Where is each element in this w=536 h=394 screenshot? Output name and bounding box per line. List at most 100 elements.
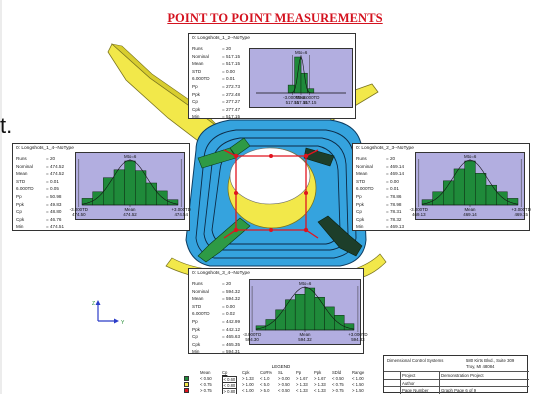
legend-header-cell: SL bbox=[278, 369, 284, 375]
histogram-x-label: +3.000TD 594.33 bbox=[348, 332, 368, 342]
stat-row: Pp = 78.86 bbox=[356, 194, 416, 202]
stat-label: Cp bbox=[192, 334, 198, 340]
stat-row: 6.000TD = 0.02 bbox=[192, 311, 252, 319]
stat-row: Min = 474.51 bbox=[16, 224, 76, 232]
stat-value: = 78.98 bbox=[386, 201, 402, 207]
stat-value: = 0.00 bbox=[222, 303, 235, 309]
stat-label: Ppk bbox=[192, 91, 200, 97]
stat-value: = 517.15 bbox=[222, 114, 241, 120]
stat-label: Ppk bbox=[192, 326, 200, 332]
legend-header-cell: Pp bbox=[296, 369, 302, 375]
histogram-bar bbox=[124, 160, 136, 206]
histogram-bar bbox=[453, 168, 465, 206]
histogram-plot bbox=[418, 159, 522, 207]
legend-cell: > 0.75 bbox=[332, 387, 344, 393]
stat-label: Mean bbox=[192, 296, 204, 302]
legend-header-cell: Ppk bbox=[314, 369, 322, 375]
stat-row: Mean = 594.32 bbox=[192, 296, 252, 304]
stat-value: = 0.05 bbox=[46, 186, 59, 192]
legend-cell: > 1.33 bbox=[242, 375, 254, 381]
stat-row: Nominal = 474.52 bbox=[16, 164, 76, 172]
stat-value: = 594.32 bbox=[222, 296, 241, 302]
stat-row: Mean = 474.52 bbox=[16, 171, 76, 179]
legend-cell: < 1.33 bbox=[296, 387, 308, 393]
stats-list: Runs = 20 Nominal = 594.32 Mean = 594.32 STD = … bbox=[192, 281, 252, 357]
stat-label: STD bbox=[356, 178, 366, 184]
stat-value: = 0.01 bbox=[386, 186, 399, 192]
stat-row: Nominal = 594.32 bbox=[192, 289, 252, 297]
stat-label: 6.000TD bbox=[192, 311, 210, 317]
histogram: Mto=6 -3.000TD 469.13 Mean 469.14 +3.000TD 469… bbox=[410, 152, 531, 220]
stat-value: = 272.48 bbox=[222, 91, 241, 97]
title-block-row-author: Author bbox=[384, 378, 529, 388]
stat-label: Mean bbox=[356, 171, 368, 177]
legend-cell: > 1.33 bbox=[314, 381, 326, 387]
stat-row: Ppk = 272.48 bbox=[192, 92, 252, 100]
histogram-bar bbox=[304, 287, 316, 331]
stat-row: 6.000TD = 0.01 bbox=[356, 186, 416, 194]
stat-value: = 469.14 bbox=[386, 171, 405, 177]
legend-header: Mean Cp Cpk CoR% SL Pp Ppk SDld Range bbox=[182, 370, 380, 376]
histogram-bar bbox=[103, 177, 115, 206]
histogram-x-label: -3.000TD 517.15 bbox=[283, 95, 302, 105]
stat-label: STD bbox=[192, 303, 202, 309]
legend-cell: > 0.80 bbox=[222, 387, 237, 394]
histogram-x-label: +3.000TD 517.15 bbox=[299, 95, 320, 105]
histogram-x-label: -3.000TD 474.50 bbox=[69, 207, 88, 217]
green-rib-top bbox=[229, 137, 251, 157]
histogram-x-label: -3.000TD 469.13 bbox=[409, 207, 428, 217]
histogram-x-label: -3.000TD 594.30 bbox=[242, 332, 262, 342]
stat-row: Cpk = 78.32 bbox=[356, 217, 416, 225]
dark-rib-bottom-right bbox=[317, 215, 363, 257]
stat-value: = 469.13 bbox=[386, 224, 405, 230]
legend-swatch bbox=[184, 388, 189, 393]
axis-y-label: Y bbox=[121, 320, 125, 326]
stat-label: Mean bbox=[16, 171, 28, 177]
stat-label: Ppk bbox=[356, 201, 364, 207]
stat-value: = 469.14 bbox=[386, 163, 405, 169]
stat-row: STD = 0.00 bbox=[356, 179, 416, 187]
histogram-x-label: Mean 594.32 bbox=[298, 332, 312, 342]
stat-value: = 0.01 bbox=[222, 76, 235, 82]
stat-value: = 277.27 bbox=[222, 99, 241, 105]
stat-value: = 594.31 bbox=[222, 349, 241, 355]
stat-value: = 442.99 bbox=[222, 318, 241, 324]
legend-cell: < 0.75 bbox=[332, 381, 344, 387]
legend-header-cell: Range bbox=[352, 369, 365, 375]
page-title: POINT TO POINT MEASUREMENTS bbox=[167, 11, 383, 25]
stat-label: Pp bbox=[192, 83, 198, 89]
legend-row-red: > 0.75 > 0.80 < 1.00 > 5.0 < 0.50 < 1.33 < 1.3… bbox=[182, 387, 380, 394]
histogram-x-label: Mean 517.15 bbox=[294, 95, 308, 105]
legend-cell: > 5.0 bbox=[260, 387, 270, 393]
stat-value: = 594.32 bbox=[222, 288, 241, 294]
stat-value: = 517.15 bbox=[222, 61, 241, 67]
legend-cell: > 1.67 bbox=[314, 375, 326, 381]
measurement-panel-2-3: 0: Longshots_2_3--NoType Runs = 20 Nominal… bbox=[352, 143, 531, 232]
stat-label: STD bbox=[192, 68, 202, 74]
stat-label: Cpk bbox=[356, 216, 365, 222]
histogram-bar bbox=[324, 306, 335, 331]
histogram-x-label: Mean 469.14 bbox=[463, 207, 477, 217]
legend-cell: > 1.33 bbox=[296, 381, 308, 387]
stats-list: Runs = 20 Nominal = 474.52 Mean = 474.52 STD = … bbox=[16, 156, 76, 232]
legend: LEGEND Mean Cp Cpk CoR% SL Pp Ppk SDld Range < 0… bbox=[182, 364, 380, 394]
stat-value: = 0.00 bbox=[222, 68, 235, 74]
stat-value: = 48.80 bbox=[46, 209, 62, 215]
histogram: Mto=6 -3.000TD 594.30 Mean 594.32 +3.000TD 594… bbox=[243, 279, 368, 345]
stat-label: Mean bbox=[192, 61, 204, 67]
normal-curve bbox=[421, 159, 519, 205]
stats-list: Runs = 20 Nominal = 469.14 Mean = 469.14 STD = … bbox=[356, 156, 416, 232]
measurement-points bbox=[233, 153, 309, 233]
stat-value: = 442.12 bbox=[222, 326, 241, 332]
stat-label: 6.000TD bbox=[192, 76, 210, 82]
legend-cell: > 1.67 bbox=[296, 375, 308, 381]
title-block: Dimensional Control Systems 580 Kirts Bl… bbox=[383, 355, 529, 394]
legend-header-cell: SDld bbox=[332, 369, 342, 375]
stat-row: Cpk = 277.47 bbox=[192, 107, 252, 115]
legend-cell: < 1.0 bbox=[260, 375, 270, 381]
center-hole bbox=[229, 147, 311, 205]
histogram-bar bbox=[156, 190, 168, 206]
stat-label: Nominal bbox=[192, 53, 209, 59]
histogram-bar bbox=[145, 182, 157, 206]
histogram-bar bbox=[485, 184, 497, 206]
